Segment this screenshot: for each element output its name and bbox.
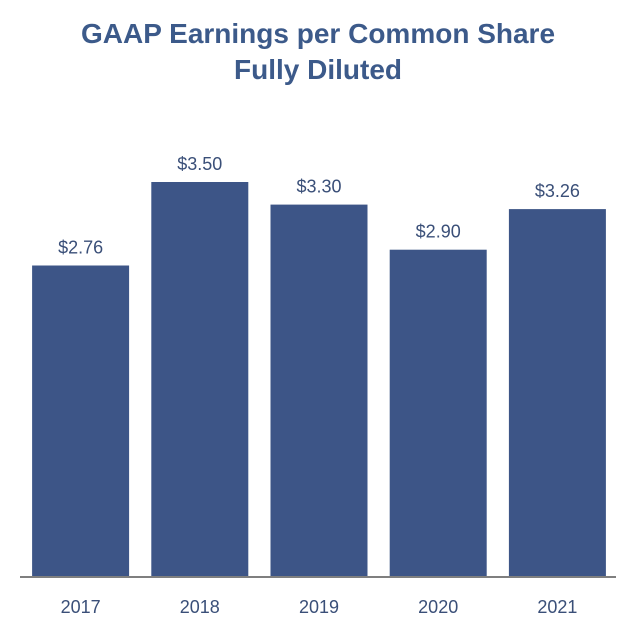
category-labels-group: 2017 2018 2019 2020 2021 [61, 597, 578, 617]
value-label-2017: $2.76 [58, 238, 103, 258]
chart-title-block: GAAP Earnings per Common Share Fully Dil… [0, 16, 636, 88]
x-tick-label-2018: 2018 [180, 597, 220, 617]
x-tick-label-2020: 2020 [418, 597, 458, 617]
bar-2017 [32, 265, 130, 577]
value-label-2018: $3.50 [177, 154, 222, 174]
bars-group [32, 182, 606, 577]
bar-2019 [270, 204, 368, 577]
bar-2020 [389, 249, 487, 577]
x-tick-label-2017: 2017 [61, 597, 101, 617]
chart-title: GAAP Earnings per Common Share [80, 18, 556, 49]
x-tick-label-2019: 2019 [299, 597, 339, 617]
bar-2021 [508, 209, 606, 577]
bar-2018 [151, 182, 249, 577]
value-label-2021: $3.26 [535, 181, 580, 201]
value-label-2020: $2.90 [416, 222, 461, 242]
chart-subtitle: Fully Diluted [234, 54, 402, 85]
x-tick-label-2021: 2021 [537, 597, 577, 617]
value-labels-group: $2.76 $3.50 $3.30 $2.90 $3.26 [58, 154, 580, 258]
value-label-2019: $3.30 [296, 177, 341, 197]
